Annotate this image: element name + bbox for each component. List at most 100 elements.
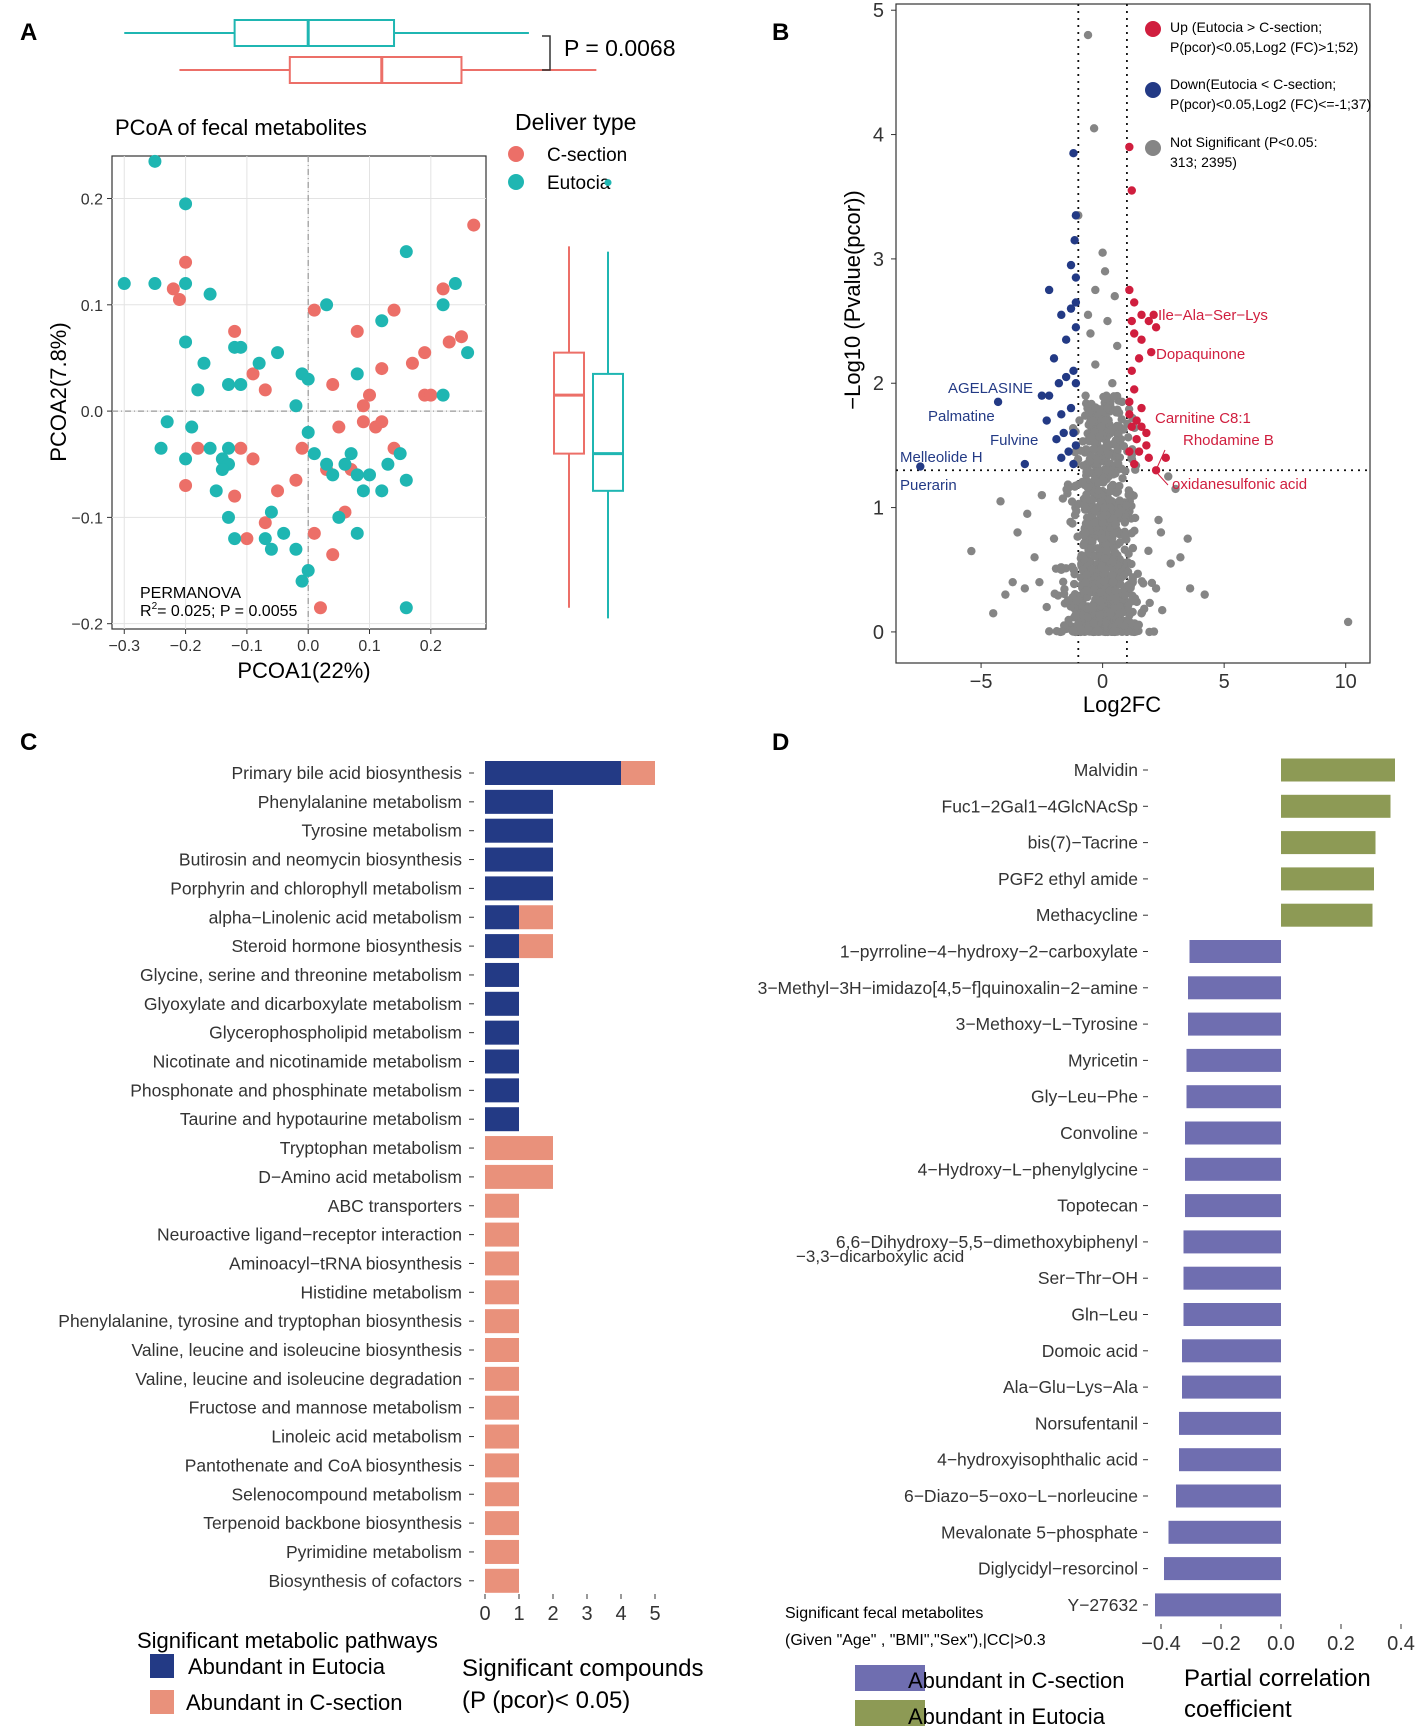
metabolite-bar-eutocia	[1281, 758, 1395, 782]
volcano-point-not-significant	[1183, 534, 1192, 543]
volcano-point-not-significant	[1083, 30, 1093, 40]
volcano-point-not-significant	[1115, 496, 1124, 505]
volcano-point-not-significant	[1074, 499, 1083, 509]
volcano-point-not-significant	[1042, 602, 1051, 612]
pcoa-point-eutocia	[148, 277, 162, 291]
volcano-point-not-significant	[1035, 577, 1044, 587]
volcano-point-not-significant	[1089, 444, 1099, 454]
metabolite-bar-c-section	[1182, 1375, 1281, 1399]
pcoa-point-eutocia	[271, 346, 285, 360]
metabolite-bar-c-section	[1182, 1339, 1281, 1363]
panel-d: Malvidin Fuc1−2Gal1−4GlcNAcSp bis(7)−Tacri…	[758, 758, 1415, 1729]
volcano-point-not-significant	[1100, 554, 1109, 563]
volcano-point-not-significant	[1111, 586, 1120, 596]
volcano-point-not-significant	[1102, 394, 1111, 403]
volcano-point-not-significant	[1095, 610, 1105, 620]
pathway-bar-c-section	[485, 1395, 519, 1420]
pcoa-point-eutocia	[350, 526, 364, 540]
volcano-point-up	[1137, 310, 1146, 320]
metabolite-note-line1: Significant fecal metabolites	[785, 1605, 983, 1622]
volcano-point-not-significant	[1133, 621, 1142, 630]
volcano-point-not-significant	[1072, 506, 1081, 516]
volcano-point-not-significant	[1094, 478, 1103, 487]
pcoa-point-eutocia	[399, 473, 413, 487]
metabolite-label: Mevalonate 5−phosphate	[941, 1522, 1138, 1542]
volcano-point-not-significant	[1098, 512, 1107, 522]
volcano-point-not-significant	[1119, 441, 1129, 451]
volcano-point-up	[1147, 347, 1156, 357]
volcano-point-not-significant	[1110, 291, 1119, 301]
pathway-label: Selenocompound metabolism	[231, 1484, 462, 1504]
marginal-pvalue: P = 0.0068	[564, 35, 676, 61]
metabolite-label: PGF2 ethyl amide	[998, 869, 1138, 889]
volcano-point-not-significant	[1144, 546, 1153, 556]
volcano-point-not-significant	[1343, 617, 1353, 627]
metabolite-bar-c-section	[1183, 1266, 1281, 1290]
metabolite-label: 3−Methoxy−L−Tyrosine	[956, 1014, 1138, 1034]
volcano-x-ticks: −5 0 5 10	[970, 663, 1357, 693]
volcano-y-tick-label: 4	[873, 125, 884, 147]
volcano-point-up	[1149, 310, 1158, 320]
volcano-point-down	[1064, 447, 1073, 456]
volcano-point-not-significant	[1082, 490, 1091, 499]
volcano-point-up	[1151, 323, 1161, 332]
volcano-point-not-significant	[1109, 529, 1118, 539]
volcano-point-not-significant	[1095, 432, 1104, 441]
pcoa-point-c-section	[363, 388, 377, 402]
volcano-x-tick-label: 10	[1335, 671, 1357, 693]
pathway-label: Primary bile acid biosynthesis	[231, 763, 462, 783]
panel-b: −5 0 5 10 0 1 2 3 4 5 Log2FC −Log10 (Pvalue(pcor…	[840, 0, 1371, 717]
volcano-point-up	[1134, 447, 1144, 456]
volcano-point-not-significant	[1166, 559, 1175, 568]
label-fulvine: Fulvine	[990, 432, 1038, 449]
pathway-label: Nicotinate and nicotinamide metabolism	[153, 1052, 462, 1072]
metabolite-bar-c-section	[1168, 1520, 1281, 1544]
pcoa-point-eutocia	[301, 425, 315, 439]
pcoa-point-eutocia	[399, 245, 413, 259]
volcano-point-not-significant	[1058, 494, 1068, 503]
pcoa-point-c-section	[307, 303, 321, 317]
volcano-point-down	[1057, 310, 1066, 320]
pathway-bar-c-section	[485, 1280, 519, 1305]
pathway-bar-eutocia	[485, 991, 519, 1016]
volcano-point-up	[1125, 410, 1134, 419]
volcano-y-tick-label: 0	[873, 622, 884, 644]
metabolite-label-continuation: −3,3−dicarboxylic acid	[796, 1247, 964, 1266]
pcoa-point-eutocia	[221, 441, 235, 455]
volcano-point-not-significant	[1096, 588, 1106, 597]
label-palmatine: Palmatine	[928, 408, 995, 425]
metabolite-label: Ala−Glu−Lys−Ala	[1003, 1377, 1138, 1397]
panel-label-a: A	[20, 19, 37, 46]
side-box-eutocia-box	[592, 372, 624, 492]
pcoa-point-eutocia	[461, 346, 475, 360]
volcano-point-not-significant	[1081, 528, 1090, 538]
metabolite-label: Fuc1−2Gal1−4GlcNAcSp	[942, 796, 1139, 816]
pcoa-x-tick-label: −0.2	[170, 638, 202, 655]
volcano-point-not-significant	[1156, 528, 1166, 537]
pcoa-point-eutocia	[148, 154, 162, 168]
pcoa-x-tick-label: −0.3	[108, 638, 140, 655]
volcano-point-down	[993, 397, 1003, 407]
pathway-bar-c-section	[485, 1511, 519, 1536]
volcano-point-up	[1137, 422, 1146, 431]
pathway-label: Butirosin and neomycin biosynthesis	[179, 850, 462, 870]
volcano-point-not-significant	[1044, 627, 1054, 636]
volcano-point-not-significant	[1096, 422, 1106, 432]
label-agelasine: AGELASINE	[948, 380, 1033, 397]
metabolite-x-tick-label: 0.4	[1387, 1633, 1415, 1655]
volcano-point-not-significant	[1154, 515, 1163, 525]
pcoa-point-eutocia	[234, 340, 248, 354]
pathway-bar-c-section	[485, 1164, 553, 1189]
metabolite-x-axis-label-line2: coefficient	[1184, 1696, 1292, 1723]
pcoa-point-eutocia	[203, 287, 217, 301]
volcano-point-not-significant	[1082, 467, 1091, 477]
volcano-point-not-significant	[1117, 397, 1127, 407]
volcano-point-up	[1144, 316, 1154, 326]
pcoa-point-eutocia	[356, 484, 370, 498]
legend-eutocia-marker	[508, 174, 524, 190]
pathway-label: Taurine and hypotaurine metabolism	[180, 1109, 462, 1129]
volcano-point-not-significant	[1093, 544, 1102, 553]
pathway-label: Pyrimidine metabolism	[286, 1542, 462, 1562]
volcano-point-up	[1144, 453, 1154, 463]
pcoa-plot-border	[111, 155, 487, 630]
